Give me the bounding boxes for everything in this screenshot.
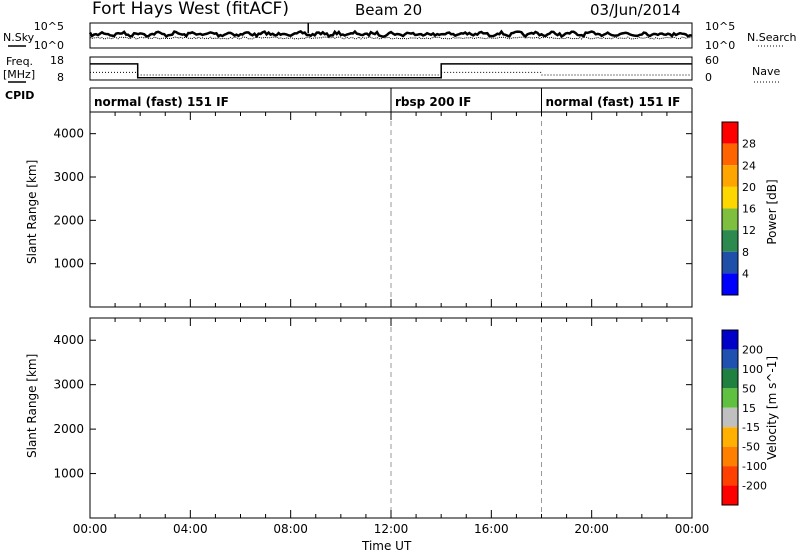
- power-colorbar-cell-1: [722, 143, 738, 166]
- xaxis-label: Time UT: [362, 539, 412, 553]
- velocity-colorbar-cell-6: [722, 446, 738, 467]
- xtick-label-1: 04:00: [173, 522, 208, 536]
- power-colorbar-tick-6: 28: [742, 138, 756, 151]
- station-title: Fort Hays West (fitACF): [92, 0, 289, 19]
- velocity-colorbar-cell-2: [722, 368, 738, 389]
- freq-tick-top: 18: [50, 54, 64, 67]
- power-colorbar-tick-1: 8: [742, 246, 749, 259]
- power-colorbar-tick-5: 24: [742, 159, 756, 172]
- xtick-label-4: 16:00: [474, 522, 509, 536]
- xtick-label-6: 00:00: [675, 522, 710, 536]
- velocity-colorbar-tick-0: 200: [742, 343, 763, 356]
- vel-ytick-label-3: 4000: [53, 333, 84, 347]
- power-colorbar-cell-6: [722, 251, 738, 274]
- power-ytick-label-3: 4000: [53, 127, 84, 141]
- velocity-colorbar-cell-4: [722, 407, 738, 428]
- cpid-label-2: normal (fast) 151 IF: [546, 95, 681, 109]
- nsearch-series: [89, 36, 692, 40]
- velocity-colorbar-tick-6: -100: [742, 460, 767, 473]
- nsky-label: N.Sky: [3, 31, 35, 44]
- power-colorbar-cell-5: [722, 230, 738, 252]
- xtick-label-2: 08:00: [273, 522, 308, 536]
- power-ytick-label-2: 3000: [53, 170, 84, 184]
- velocity-colorbar-cell-8: [722, 485, 738, 505]
- power-colorbar-cell-4: [722, 208, 738, 231]
- power-colorbar-cell-0: [722, 122, 738, 144]
- cpid-label-0: normal (fast) 151 IF: [94, 95, 229, 109]
- velocity-colorbar-cell-5: [722, 427, 738, 447]
- velocity-colorbar-tick-3: 15: [742, 402, 756, 415]
- cpid-label: CPID: [5, 89, 35, 102]
- freq-panel-frame: [89, 56, 693, 81]
- xtick-label-3: 12:00: [374, 522, 409, 536]
- freq-label: Freq.: [6, 55, 34, 68]
- power-ytick-label-0: 1000: [53, 257, 84, 271]
- nsearch-tick-top: 10^5: [705, 20, 735, 33]
- velocity-colorbar-tick-4: -15: [742, 421, 760, 434]
- vel-ytick-label-0: 1000: [53, 467, 84, 481]
- nsearch-label: N.Search: [747, 31, 797, 44]
- velocity-colorbar-cell-7: [722, 466, 738, 486]
- xtick-label-5: 20:00: [574, 522, 609, 536]
- power-colorbar-tick-3: 16: [742, 203, 756, 216]
- beam-title: Beam 20: [355, 1, 423, 19]
- freq-tick-bottom: 8: [57, 71, 64, 84]
- vel-ytick-label-2: 3000: [53, 378, 84, 392]
- nave-label: Nave: [752, 65, 781, 78]
- velocity-colorbar-cell-0: [722, 330, 738, 350]
- nsky-series: [88, 29, 693, 39]
- xtick-label-0: 00:00: [73, 522, 108, 536]
- nsky-tick-bottom: 10^0: [34, 39, 64, 52]
- vel-ytick-label-1: 2000: [53, 422, 84, 436]
- velocity-colorbar-tick-7: -200: [742, 480, 767, 493]
- power-colorbar-frame: [721, 121, 739, 296]
- power-colorbar-cell-2: [722, 165, 738, 187]
- date-title: 03/Jun/2014: [590, 1, 681, 19]
- nave-tick-bottom: 0: [705, 71, 712, 84]
- velocity-colorbar-tick-1: 100: [742, 363, 763, 376]
- velocity-colorbar-frame: [721, 329, 739, 506]
- velocity-colorbar-cell-1: [722, 349, 738, 369]
- nsky-tick-top: 10^5: [34, 20, 64, 33]
- nsearch-tick-bottom: 10^0: [705, 39, 735, 52]
- cpid-label-1: rbsp 200 IF: [395, 95, 471, 109]
- freq-unit-label: [MHz]: [3, 68, 36, 81]
- power-ytick-label-1: 2000: [53, 213, 84, 227]
- power-colorbar-tick-4: 20: [742, 181, 756, 194]
- power-colorbar-tick-0: 4: [742, 267, 749, 280]
- velocity-colorbar-tick-5: -50: [742, 441, 760, 454]
- power-colorbar-cell-7: [722, 273, 738, 295]
- frequency-series: [90, 63, 692, 79]
- power-colorbar-cell-3: [722, 186, 738, 209]
- power-colorbar-tick-2: 12: [742, 224, 756, 237]
- velocity-colorbar-tick-2: 50: [742, 382, 756, 395]
- nave-tick-top: 60: [705, 54, 719, 67]
- velocity-colorbar-cell-3: [722, 388, 738, 408]
